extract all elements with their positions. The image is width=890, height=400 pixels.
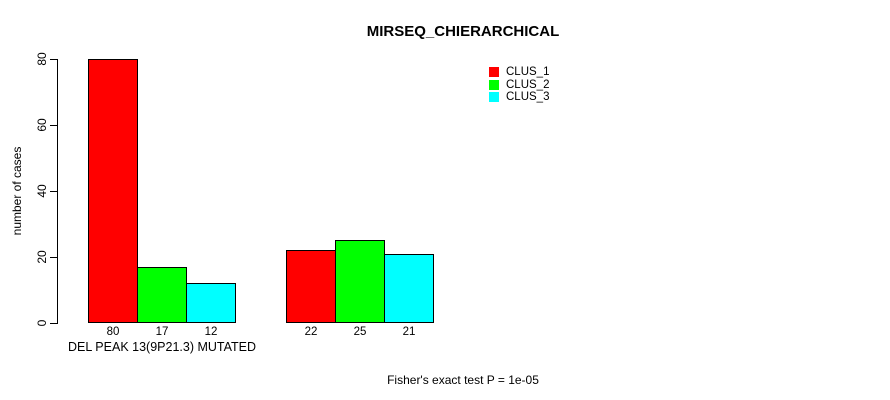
- legend: CLUS_1 CLUS_2 CLUS_3: [489, 66, 549, 104]
- legend-item: CLUS_1: [489, 66, 549, 79]
- annotation-text: Fisher's exact test P = 1e-05: [387, 373, 539, 387]
- bar-value-label: 80: [106, 326, 120, 338]
- bar: [186, 283, 236, 323]
- y-axis-tick-label: 20: [35, 250, 49, 264]
- bar: [335, 240, 385, 323]
- bar: [88, 59, 138, 323]
- y-axis-tick: [50, 191, 57, 192]
- bar-value-label: 22: [304, 326, 318, 338]
- legend-color-swatch: [489, 92, 499, 103]
- legend-item-label: CLUS_2: [506, 78, 550, 91]
- y-axis-tick: [50, 125, 57, 126]
- bar-value-label: 21: [402, 326, 416, 338]
- y-axis-tick: [50, 257, 57, 258]
- y-axis-tick-label: 60: [35, 118, 49, 132]
- y-axis-tick-label: 0: [35, 319, 49, 327]
- y-axis-tick: [50, 59, 57, 60]
- bar: [286, 250, 336, 323]
- y-axis-label: number of cases: [10, 146, 24, 236]
- bar: [137, 267, 187, 323]
- bar-value-label: 17: [155, 326, 169, 338]
- bar-value-label: 12: [204, 326, 218, 338]
- legend-color-swatch: [489, 79, 499, 90]
- legend-item-label: CLUS_1: [506, 66, 550, 79]
- bar: [384, 254, 434, 323]
- legend-item: CLUS_3: [489, 91, 549, 104]
- y-axis-tick-label: 40: [35, 184, 49, 198]
- legend-item: CLUS_2: [489, 79, 549, 92]
- x-axis-group-label: DEL PEAK 13(9P21.3) MUTATED: [67, 340, 257, 354]
- legend-color-swatch: [489, 67, 499, 78]
- y-axis-tick-label: 80: [35, 52, 49, 66]
- bar-value-label: 25: [353, 326, 367, 338]
- legend-item-label: CLUS_3: [506, 91, 550, 104]
- y-axis-tick: [50, 323, 57, 324]
- chart-title: MIRSEQ_CHIERARCHICAL: [366, 23, 560, 40]
- y-axis-line: [57, 59, 58, 324]
